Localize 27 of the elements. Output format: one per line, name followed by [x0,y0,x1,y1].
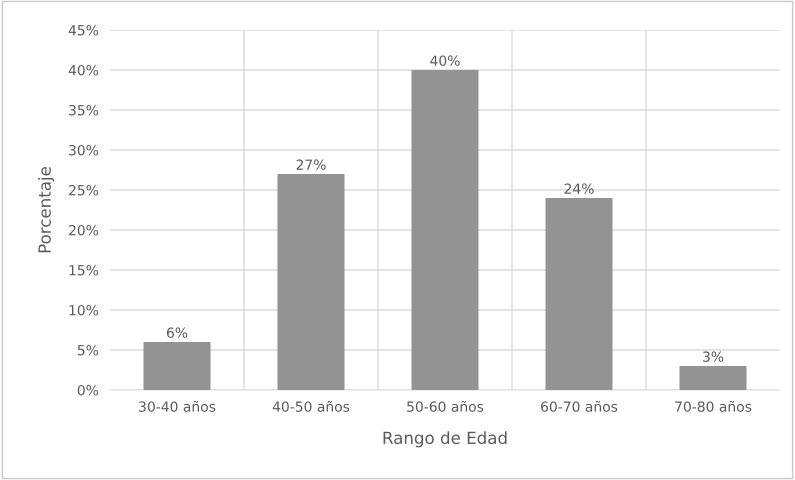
y-tick-label: 30% [69,144,98,156]
x-axis-title: Rango de Edad [384,431,507,448]
y-tick-label: 15% [70,264,98,276]
y-tick-label: 20% [69,224,98,236]
bar [412,70,478,390]
bar [278,174,344,390]
x-tick-label: 40-50 años [272,400,350,412]
y-axis-title: Porcentaje [38,167,54,252]
x-tick-label: 30-40 años [139,400,216,412]
bar [546,198,612,390]
data-label: 40% [430,55,460,66]
bar [144,342,210,390]
y-tick-label: 40% [68,64,98,76]
data-label: 3% [703,351,724,362]
x-tick-label: 50-60 años [407,400,484,412]
data-label: 24% [564,183,594,194]
data-label: 6% [166,327,188,338]
x-tick-label: 70-80 años [675,400,752,412]
x-tick-label: 60-70 años [541,400,618,412]
y-tick-label: 35% [69,104,98,116]
y-tick-label: 25% [69,184,98,196]
data-label: 27% [296,159,326,170]
y-tick-label: 5% [78,344,98,356]
y-tick-label: 45% [68,24,98,36]
y-tick-label: 10% [70,304,98,316]
y-tick-label: 0% [78,384,98,396]
bar [680,366,746,390]
